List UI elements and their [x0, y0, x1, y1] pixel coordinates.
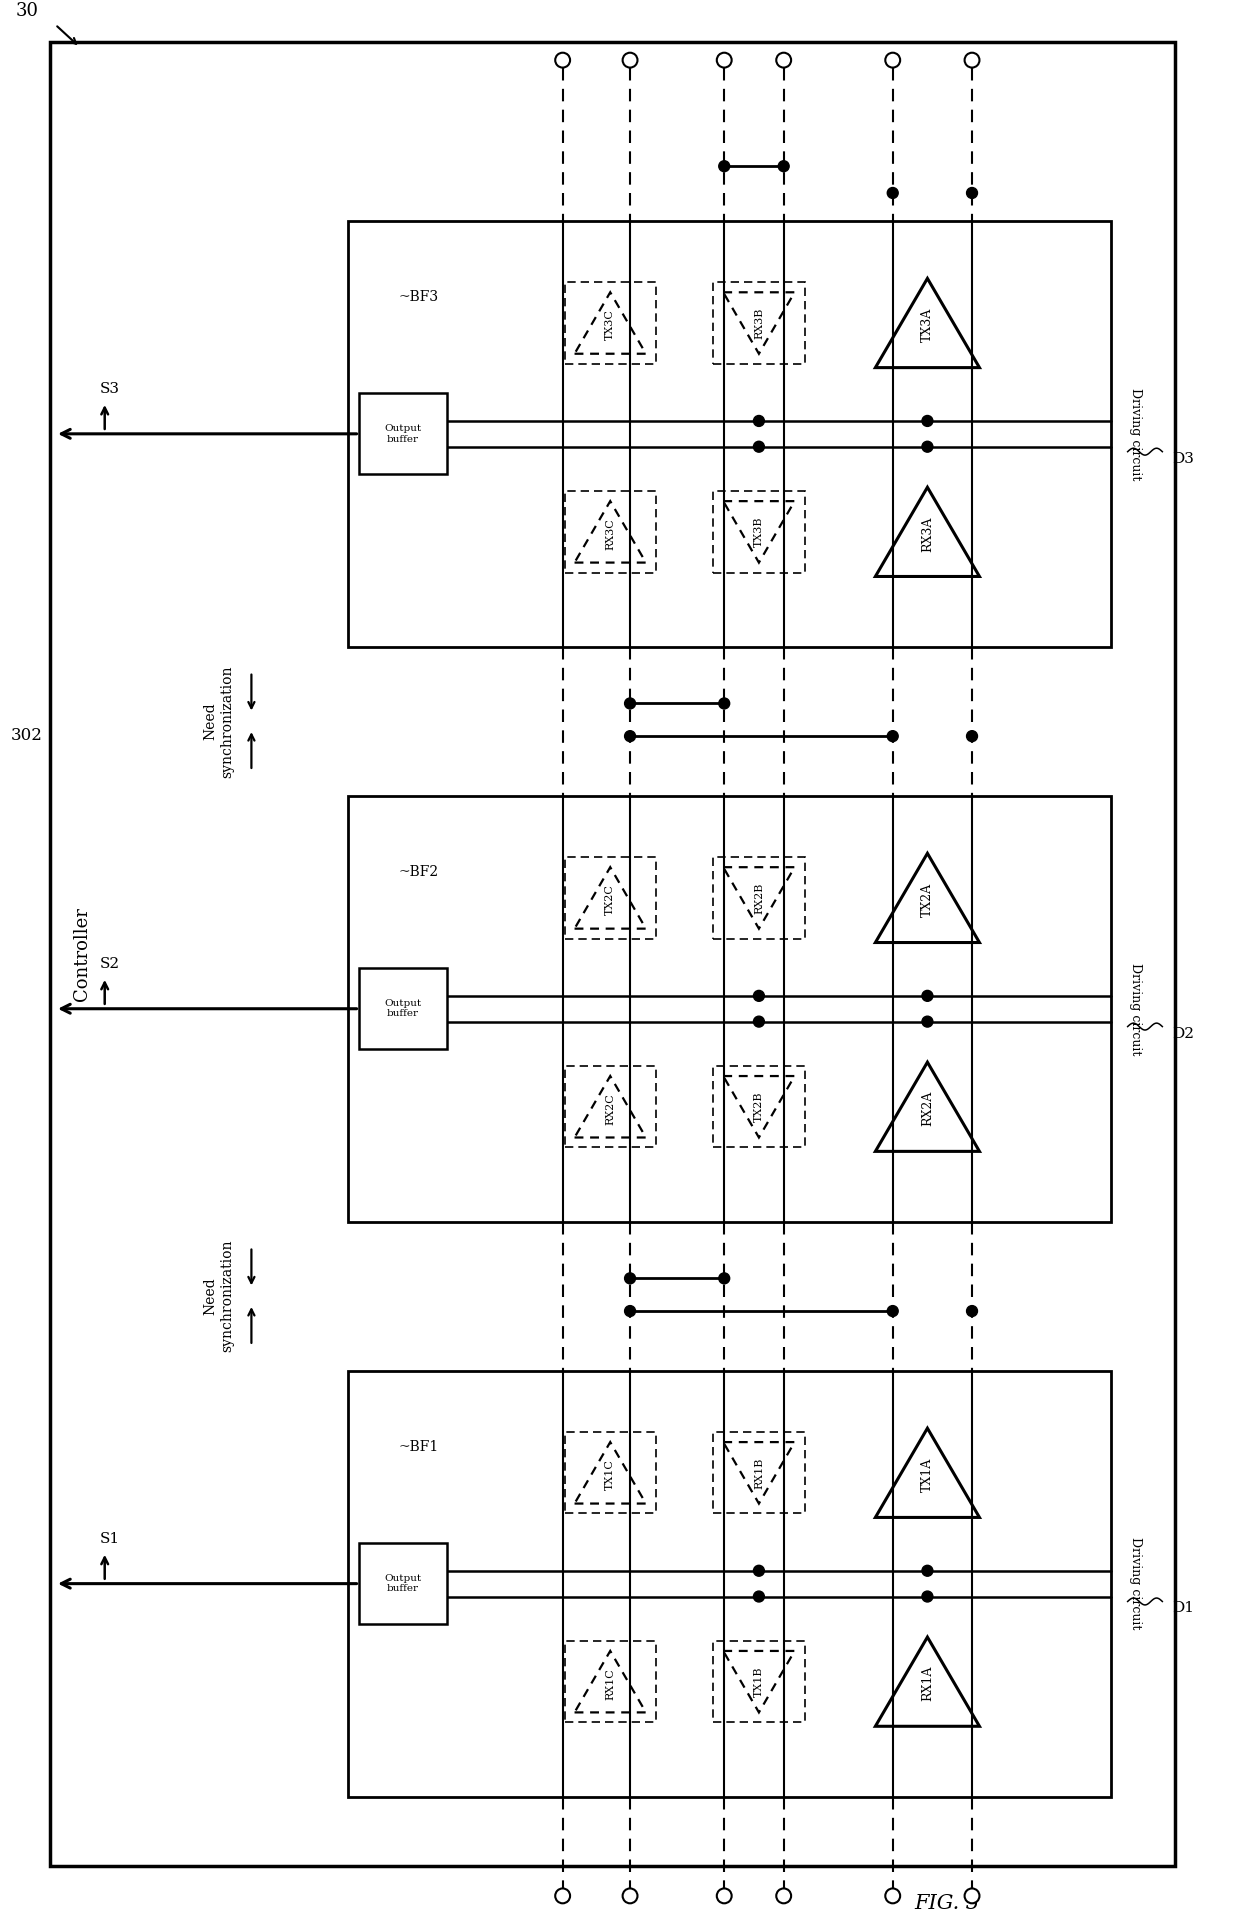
Text: Output
buffer: Output buffer — [384, 1574, 422, 1594]
Circle shape — [885, 1888, 900, 1904]
Circle shape — [754, 1592, 764, 1601]
Text: TX1C: TX1C — [605, 1459, 615, 1490]
Text: TX3C: TX3C — [605, 310, 615, 341]
Circle shape — [888, 1307, 898, 1316]
Text: Driving circuit: Driving circuit — [1128, 387, 1142, 480]
Circle shape — [885, 52, 900, 67]
Circle shape — [719, 160, 729, 172]
Text: D1: D1 — [1172, 1601, 1194, 1615]
Text: Controller: Controller — [73, 908, 91, 1002]
Bar — [347, 796, 1111, 1222]
Circle shape — [966, 1307, 977, 1316]
Circle shape — [625, 1274, 636, 1283]
Bar — [713, 283, 805, 364]
Text: TX2A: TX2A — [921, 883, 934, 917]
Bar — [347, 222, 1111, 647]
Circle shape — [966, 187, 977, 198]
Circle shape — [779, 160, 789, 172]
Text: D2: D2 — [1172, 1027, 1194, 1041]
Text: Output
buffer: Output buffer — [384, 424, 422, 443]
Bar — [347, 1370, 1111, 1796]
Circle shape — [965, 52, 980, 67]
Bar — [564, 1066, 656, 1147]
Circle shape — [965, 1888, 980, 1904]
Circle shape — [888, 187, 898, 198]
Text: ~BF2: ~BF2 — [399, 865, 439, 879]
Text: S1: S1 — [99, 1532, 120, 1545]
Bar — [360, 967, 446, 1050]
Circle shape — [923, 416, 932, 426]
Text: RX1A: RX1A — [921, 1667, 934, 1702]
Circle shape — [625, 730, 636, 742]
Text: D3: D3 — [1172, 451, 1194, 466]
Circle shape — [719, 698, 729, 709]
Circle shape — [754, 416, 764, 426]
Circle shape — [923, 441, 932, 453]
Text: RX2B: RX2B — [754, 883, 764, 913]
Text: TX1B: TX1B — [754, 1667, 764, 1698]
Circle shape — [622, 52, 637, 67]
Text: RX1B: RX1B — [754, 1457, 764, 1488]
Circle shape — [966, 730, 977, 742]
Bar — [713, 1642, 805, 1723]
Circle shape — [754, 441, 764, 453]
Text: Driving circuit: Driving circuit — [1128, 1538, 1142, 1630]
Circle shape — [754, 1565, 764, 1576]
Text: RX3B: RX3B — [754, 306, 764, 339]
Circle shape — [717, 1888, 732, 1904]
Text: S2: S2 — [99, 958, 120, 971]
Text: S3: S3 — [99, 382, 120, 397]
Circle shape — [776, 52, 791, 67]
Text: ~BF3: ~BF3 — [399, 291, 439, 304]
Circle shape — [888, 730, 898, 742]
Text: RX2C: RX2C — [605, 1093, 615, 1125]
Bar — [564, 858, 656, 938]
Bar — [713, 1066, 805, 1147]
Text: 30: 30 — [15, 2, 38, 21]
Text: Driving circuit: Driving circuit — [1128, 964, 1142, 1054]
Circle shape — [754, 1016, 764, 1027]
Text: TX3B: TX3B — [754, 516, 764, 547]
Text: TX2B: TX2B — [754, 1091, 764, 1122]
Bar — [360, 393, 446, 474]
Circle shape — [923, 1592, 932, 1601]
Text: RX1C: RX1C — [605, 1667, 615, 1700]
Text: 302: 302 — [10, 726, 42, 744]
Circle shape — [622, 1888, 637, 1904]
Bar — [564, 1432, 656, 1513]
Text: ~BF1: ~BF1 — [399, 1439, 439, 1455]
Bar — [713, 1432, 805, 1513]
Bar — [713, 858, 805, 938]
Text: TX1A: TX1A — [921, 1457, 934, 1491]
Text: TX3A: TX3A — [921, 308, 934, 343]
Text: RX3C: RX3C — [605, 518, 615, 549]
Bar — [564, 491, 656, 572]
Bar — [564, 283, 656, 364]
Circle shape — [923, 1565, 932, 1576]
Circle shape — [717, 52, 732, 67]
Text: FIG. 3: FIG. 3 — [915, 1894, 980, 1914]
Circle shape — [556, 1888, 570, 1904]
Circle shape — [923, 1016, 932, 1027]
Text: TX2C: TX2C — [605, 884, 615, 915]
Circle shape — [923, 990, 932, 1002]
Circle shape — [625, 698, 636, 709]
Text: Need
synchronization: Need synchronization — [203, 1239, 234, 1353]
Circle shape — [719, 1274, 729, 1283]
Text: RX2A: RX2A — [921, 1091, 934, 1127]
Bar — [360, 1544, 446, 1624]
Text: RX3A: RX3A — [921, 516, 934, 551]
Bar — [564, 1642, 656, 1723]
Text: Output
buffer: Output buffer — [384, 998, 422, 1019]
Circle shape — [625, 1307, 636, 1316]
Circle shape — [776, 1888, 791, 1904]
Circle shape — [556, 52, 570, 67]
Circle shape — [754, 990, 764, 1002]
Text: Need
synchronization: Need synchronization — [203, 665, 234, 777]
Bar — [713, 491, 805, 572]
